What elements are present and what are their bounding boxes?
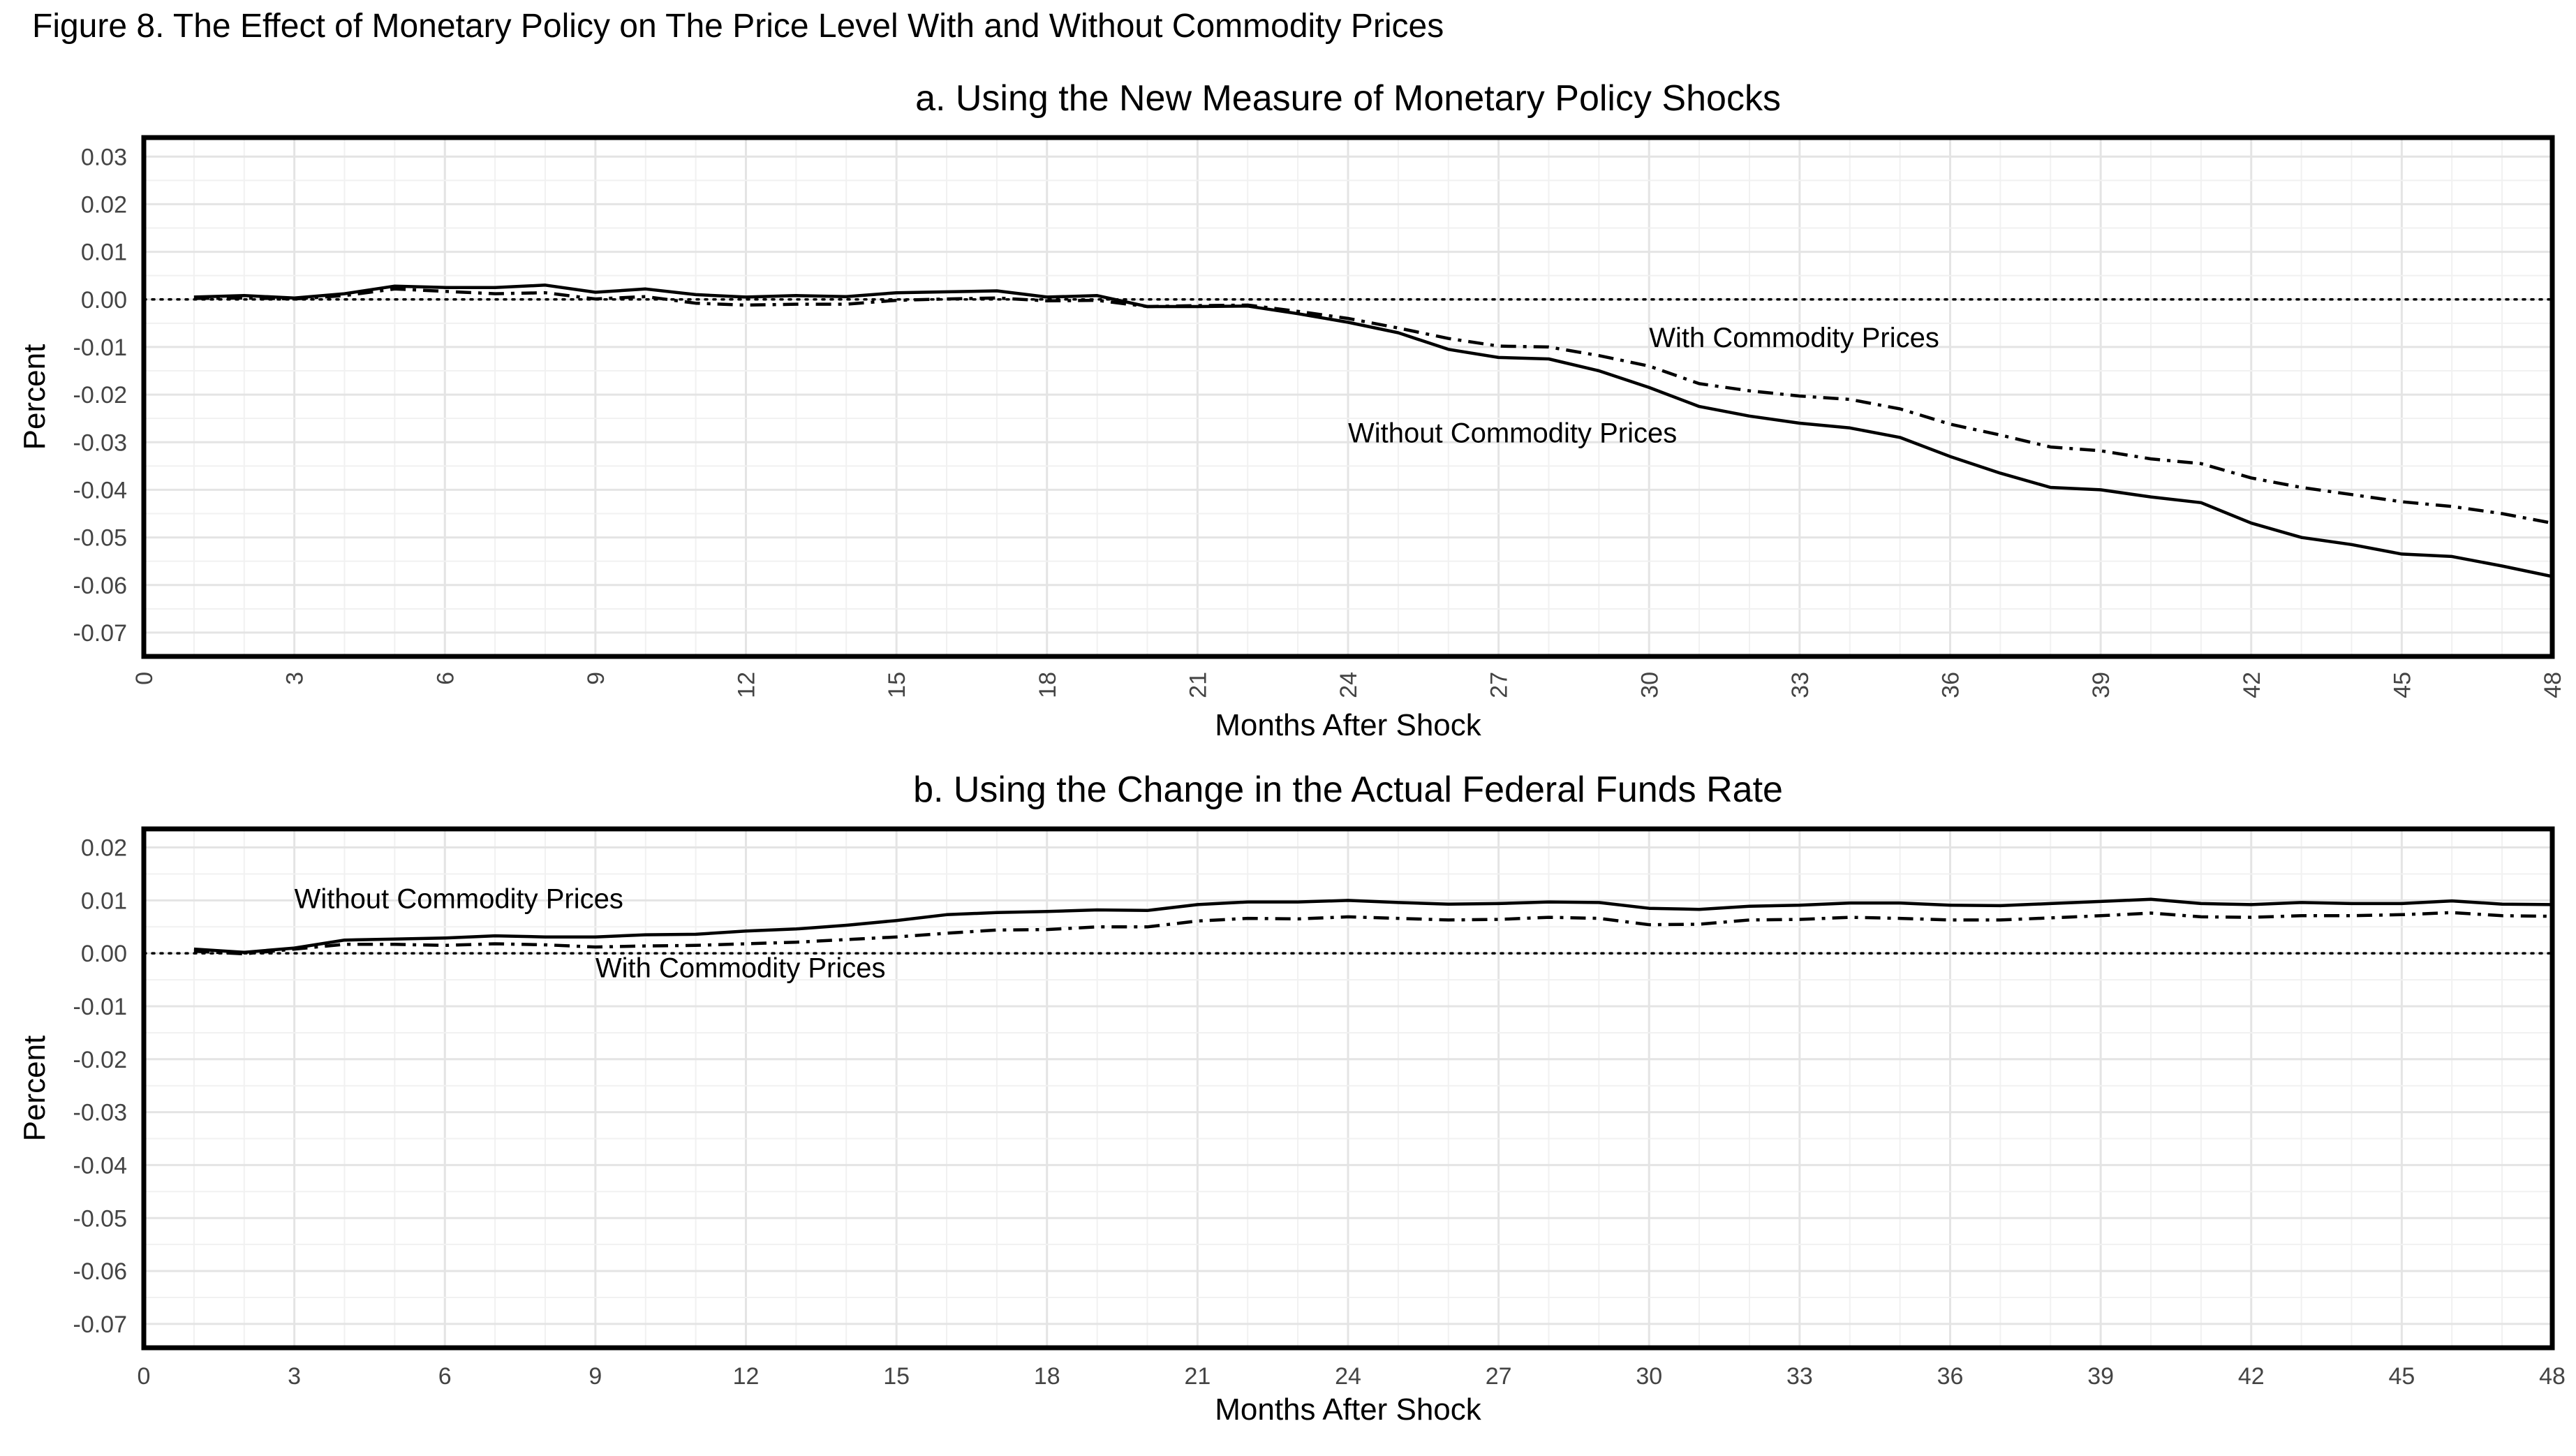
x-tick-label: 15 (883, 1363, 910, 1390)
y-tick-label: 0.01 (81, 888, 127, 914)
y-tick-label: 0.03 (81, 144, 127, 170)
x-tick-label: 42 (2238, 1363, 2265, 1390)
x-tick-label: 27 (1486, 1363, 1512, 1390)
x-tick-label: 45 (2389, 672, 2415, 698)
panel-b: b. Using the Change in the Actual Federa… (17, 770, 2566, 1427)
y-tick-label: -0.04 (73, 477, 128, 503)
y-tick-label: -0.05 (73, 525, 128, 552)
y-tick-label: -0.05 (73, 1205, 128, 1232)
x-tick-label: 3 (282, 672, 309, 685)
panel-title: a. Using the New Measure of Monetary Pol… (915, 78, 1781, 119)
series-annotation: With Commodity Prices (1649, 323, 1939, 353)
y-tick-label: 0.00 (81, 287, 127, 314)
x-tick-label: 33 (1787, 672, 1814, 698)
x-axis-label: Months After Shock (1215, 708, 1482, 742)
x-tick-label: 39 (2087, 1363, 2114, 1390)
x-tick-label: 18 (1034, 1363, 1060, 1390)
y-axis-label: Percent (17, 344, 52, 450)
x-tick-label: 24 (1335, 672, 1362, 698)
x-tick-label: 18 (1035, 672, 1061, 698)
x-tick-label: 42 (2239, 672, 2265, 698)
series-line-with-commodity-prices (193, 287, 2553, 525)
y-tick-label: -0.04 (73, 1152, 128, 1179)
y-tick-label: -0.07 (73, 1311, 128, 1338)
y-tick-label: -0.03 (73, 1100, 128, 1126)
x-tick-label: 36 (1937, 1363, 1964, 1390)
x-tick-label: 6 (432, 672, 459, 685)
figure-title: Figure 8. The Effect of Monetary Policy … (32, 8, 1444, 45)
y-tick-label: 0.02 (81, 835, 127, 862)
x-tick-label: 3 (288, 1363, 301, 1390)
x-tick-label: 36 (1938, 672, 1964, 698)
x-tick-label: 9 (589, 1363, 602, 1390)
x-tick-label: 6 (438, 1363, 452, 1390)
x-tick-label: 30 (1636, 672, 1663, 698)
y-tick-label: 0.00 (81, 941, 127, 967)
y-tick-label: -0.01 (73, 334, 128, 361)
y-tick-label: -0.02 (73, 1047, 128, 1073)
y-tick-label: 0.01 (81, 240, 127, 266)
x-tick-label: 45 (2388, 1363, 2415, 1390)
y-tick-label: -0.03 (73, 429, 128, 456)
x-axis-label: Months After Shock (1215, 1392, 1482, 1427)
y-tick-label: -0.06 (73, 573, 128, 599)
y-tick-label: -0.07 (73, 620, 128, 647)
panel-a: a. Using the New Measure of Monetary Pol… (17, 78, 2566, 742)
series-annotation: Without Commodity Prices (1348, 418, 1677, 448)
y-tick-label: 0.02 (81, 191, 127, 218)
y-tick-label: -0.06 (73, 1258, 128, 1285)
series-line-with-commodity-prices (193, 911, 2553, 956)
y-tick-label: -0.02 (73, 382, 128, 409)
series-annotation: With Commodity Prices (595, 953, 886, 983)
x-tick-label: 48 (2540, 672, 2566, 698)
x-tick-label: 30 (1636, 1363, 1662, 1390)
x-tick-label: 9 (583, 672, 609, 685)
series-line-without-commodity-prices (193, 897, 2553, 954)
x-tick-label: 21 (1185, 672, 1211, 698)
x-tick-label: 24 (1335, 1363, 1361, 1390)
series-annotation: Without Commodity Prices (295, 884, 623, 915)
x-tick-label: 21 (1184, 1363, 1211, 1390)
y-tick-label: -0.01 (73, 994, 128, 1020)
plot-frame (141, 826, 2555, 1351)
x-tick-label: 33 (1786, 1363, 1813, 1390)
y-axis-label: Percent (17, 1036, 52, 1142)
x-tick-label: 12 (733, 1363, 760, 1390)
x-tick-label: 27 (1486, 672, 1513, 698)
x-tick-label: 48 (2539, 1363, 2566, 1390)
x-tick-label: 0 (138, 1363, 151, 1390)
series-line-without-commodity-prices (193, 284, 2553, 578)
x-tick-label: 12 (734, 672, 760, 698)
x-tick-label: 0 (131, 672, 158, 685)
x-tick-label: 39 (2088, 672, 2115, 698)
plot-frame (141, 135, 2555, 659)
x-tick-label: 15 (884, 672, 910, 698)
panel-title: b. Using the Change in the Actual Federa… (913, 770, 1783, 810)
